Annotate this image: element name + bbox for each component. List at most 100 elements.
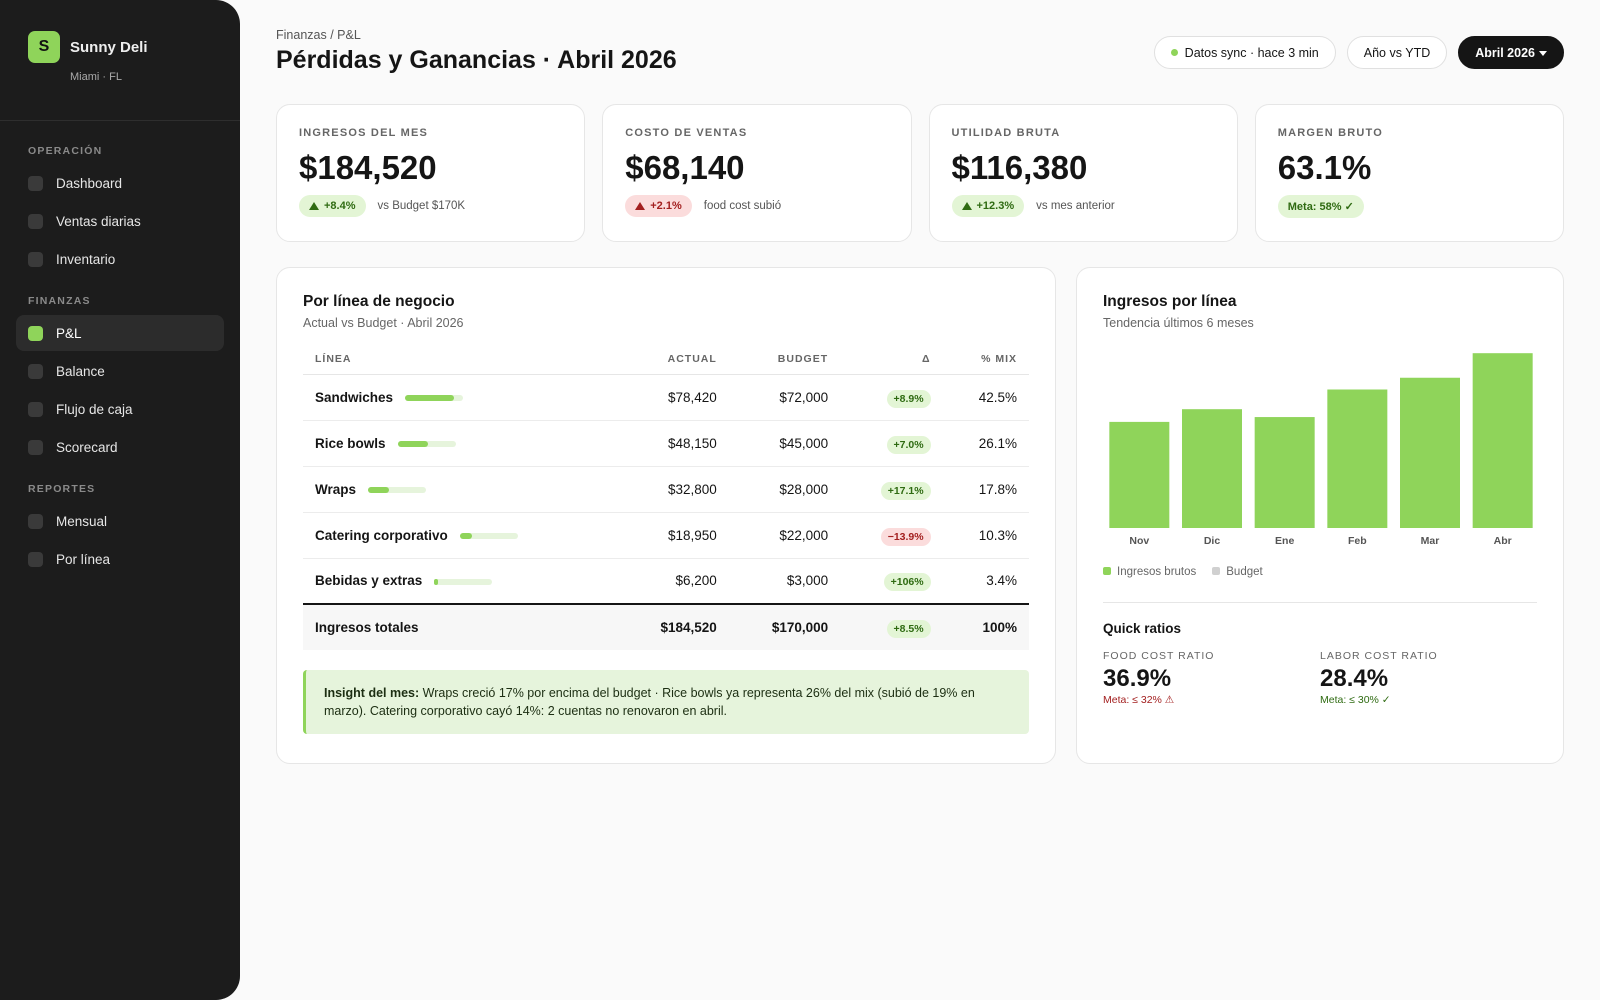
- delta-cell: −13.9%: [840, 512, 943, 559]
- kpi-meta: +12.3% vs mes anterior: [951, 195, 1215, 217]
- kpi-label: COSTO DE VENTAS: [625, 127, 748, 139]
- column-header: ACTUAL: [617, 344, 729, 375]
- actual-cell: $18,950: [617, 512, 729, 559]
- budget-cell: $3,000: [728, 558, 841, 605]
- compare-button[interactable]: Año vs YTD: [1346, 36, 1448, 69]
- line-cell: Catering corporativo: [303, 512, 618, 559]
- mix-cell: 3.4%: [942, 558, 1029, 605]
- total-actual: $184,520: [617, 603, 729, 650]
- budget-cell: $22,000: [728, 512, 841, 559]
- line-cell: Rice bowls: [303, 420, 618, 467]
- nav-item[interactable]: Ventas diarias: [16, 203, 224, 239]
- location: Miami · FL: [70, 71, 122, 83]
- delta-cell: +106%: [840, 558, 943, 605]
- mix-cell: 42.5%: [942, 374, 1029, 421]
- table-row: Bebidas y extras $6,200 $3,000 +106% 3.4%: [303, 558, 1029, 605]
- x-tick-label: Dic: [1204, 535, 1221, 547]
- delta-cell: +17.1%: [840, 466, 943, 513]
- legend-entry: Ingresos brutos: [1103, 566, 1196, 578]
- mix-bar: [405, 394, 455, 401]
- ratios: FOOD COST RATIO 36.9% Meta: ≤ 32% ⚠ LABOR C…: [1103, 650, 1537, 706]
- kpi-value: $116,380: [951, 149, 1088, 186]
- kpi-label: MARGEN BRUTO: [1277, 127, 1384, 139]
- kpi-badge: +2.1%: [625, 195, 692, 217]
- ratio-label: FOOD COST RATIO: [1103, 650, 1215, 662]
- nav-section-title: FINANZAS: [28, 295, 91, 307]
- mix-bar: [459, 532, 472, 539]
- kpi-card: MARGEN BRUTO 63.1% Meta: 58% ✓: [1254, 104, 1564, 242]
- kpi-note: vs mes anterior: [1036, 200, 1115, 212]
- kpi-card: COSTO DE VENTAS $68,140 +2.1% food cost sub…: [602, 104, 912, 242]
- line-cell: Sandwiches: [303, 374, 618, 421]
- nav-item[interactable]: Balance: [16, 353, 224, 389]
- total-row: Ingresos totales $184,520 $170,000 +8.5% 100…: [303, 603, 1029, 650]
- mix-bar-track: [434, 578, 493, 585]
- kpi-meta: +2.1% food cost subió: [625, 195, 888, 217]
- mix-bar-track: [368, 486, 427, 493]
- breadcrumb[interactable]: Finanzas / P&L: [276, 28, 361, 42]
- table-row: Sandwiches $78,420 $72,000 +8.9% 42.5%: [303, 374, 1029, 421]
- nav-item[interactable]: Flujo de caja: [16, 391, 224, 427]
- nav-item[interactable]: P&L: [16, 315, 224, 351]
- card-title: Por línea de negocio: [303, 293, 455, 310]
- card-title: Ingresos por línea: [1103, 293, 1237, 310]
- actual-cell: $78,420: [617, 374, 729, 421]
- sync-status: Datos sync · hace 3 min: [1153, 36, 1336, 69]
- ratio-meta: Meta: ≤ 32% ⚠: [1103, 694, 1175, 706]
- x-tick-label: Mar: [1421, 535, 1440, 547]
- ratio-value: 36.9%: [1103, 665, 1172, 692]
- total-delta: +8.5%: [840, 603, 943, 650]
- kpi-value: $184,520: [299, 149, 437, 186]
- nav-item[interactable]: Scorecard: [16, 429, 224, 465]
- mix-bar-track: [405, 394, 464, 401]
- kpi-label: INGRESOS DEL MES: [299, 127, 429, 139]
- nav-item[interactable]: Inventario: [16, 241, 224, 277]
- bar: [1327, 389, 1388, 528]
- line-name: Bebidas y extras: [315, 573, 423, 589]
- bar: [1254, 417, 1315, 528]
- mix-bar-track: [397, 440, 456, 447]
- delta-badge: +7.0%: [886, 435, 931, 454]
- insight: Insight del mes: Wraps creció 17% por en…: [303, 670, 1029, 735]
- ratio-value: 28.4%: [1320, 665, 1389, 692]
- ratio-meta: Meta: ≤ 30% ✓: [1320, 694, 1391, 706]
- table-row: Rice bowls $48,150 $45,000 +7.0% 26.1%: [303, 420, 1029, 467]
- budget-cell: $72,000: [728, 374, 841, 421]
- header-actions: Datos sync · hace 3 min Año vs YTD Abril…: [1153, 36, 1564, 69]
- card-subtitle: Actual vs Budget · Abril 2026: [303, 316, 464, 330]
- kpi-value: $68,140: [625, 149, 745, 186]
- ratio: FOOD COST RATIO 36.9% Meta: ≤ 32% ⚠: [1103, 650, 1320, 706]
- kpi-badge: +8.4%: [299, 195, 366, 217]
- nav-item[interactable]: Dashboard: [16, 165, 224, 201]
- delta-badge: +8.9%: [886, 389, 931, 408]
- actual-cell: $32,800: [617, 466, 729, 513]
- line-name: Catering corporativo: [315, 527, 448, 543]
- page-title: Pérdidas y Ganancias · Abril 2026: [276, 46, 677, 74]
- x-tick-label: Ene: [1275, 535, 1294, 547]
- card-subtitle: Tendencia últimos 6 meses: [1103, 316, 1254, 330]
- mix-bar: [434, 578, 439, 585]
- nav-item[interactable]: Por línea: [16, 541, 224, 577]
- kpi-card: INGRESOS DEL MES $184,520 +8.4% vs Budget $…: [276, 104, 586, 242]
- total-label: Ingresos totales: [303, 603, 618, 650]
- divider: [0, 120, 240, 121]
- x-tick-label: Abr: [1494, 535, 1512, 547]
- x-tick-label: Nov: [1129, 535, 1149, 547]
- period-button[interactable]: Abril 2026: [1458, 36, 1564, 69]
- line-cell: Wraps: [303, 466, 618, 513]
- mix-cell: 26.1%: [942, 420, 1029, 467]
- mix-bar: [368, 486, 389, 493]
- kpi-badge: +12.3%: [951, 195, 1025, 217]
- nav: OPERACIÓN Dashboard Ventas diarias Inventar…: [16, 141, 224, 579]
- sidebar: S Sunny Deli Miami · FL OPERACIÓN Dashboa…: [0, 0, 240, 1000]
- ratio-label: LABOR COST RATIO: [1320, 650, 1438, 662]
- brand: Sunny Deli: [70, 39, 148, 56]
- nav-item[interactable]: Mensual: [16, 503, 224, 539]
- column-header: LÍNEA: [303, 344, 618, 375]
- mix-cell: 17.8%: [942, 466, 1029, 513]
- kpi-note: vs Budget $170K: [377, 200, 466, 212]
- line-cell: Bebidas y extras: [303, 558, 618, 605]
- kpi-value: 63.1%: [1277, 149, 1372, 186]
